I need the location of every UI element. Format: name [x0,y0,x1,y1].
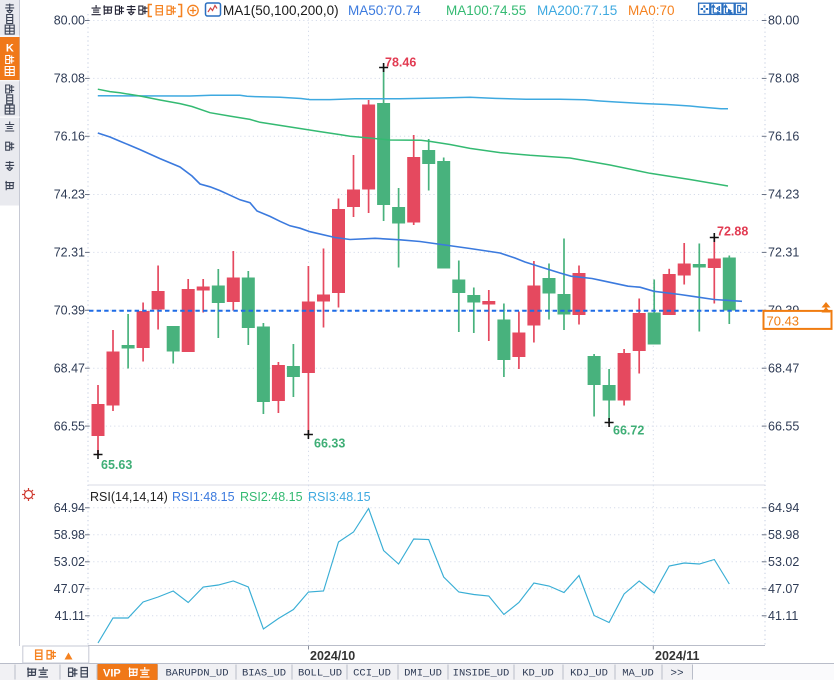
svg-text:CCI_UD: CCI_UD [353,668,391,680]
svg-text:KDJ_UD: KDJ_UD [570,668,608,680]
svg-text:78.46: 78.46 [385,56,416,70]
svg-text:53.02: 53.02 [768,555,799,569]
svg-text:72.88: 72.88 [717,225,748,239]
svg-text:66.55: 66.55 [768,419,799,433]
svg-text:KD_UD: KD_UD [522,668,554,680]
svg-text:DMI_UD: DMI_UD [404,668,442,680]
svg-text:72.31: 72.31 [54,246,85,260]
svg-text:41.11: 41.11 [768,609,798,623]
svg-text:65.63: 65.63 [101,458,132,472]
svg-text:BOLL_UD: BOLL_UD [298,668,342,680]
svg-text:64.94: 64.94 [54,501,85,515]
svg-text:RSI3:48.15: RSI3:48.15 [308,490,371,504]
svg-text:K: K [6,43,14,55]
svg-text:78.08: 78.08 [768,72,799,86]
svg-text:47.07: 47.07 [768,582,799,596]
svg-text:MA1(50,100,200,0): MA1(50,100,200,0) [223,3,339,18]
svg-text:80.00: 80.00 [768,14,799,28]
svg-text:80.00: 80.00 [54,14,85,28]
svg-text:MA0:70: MA0:70 [628,3,675,18]
svg-text:74.23: 74.23 [768,188,799,202]
svg-text:74.23: 74.23 [54,188,85,202]
svg-text:BARUPDN_UD: BARUPDN_UD [165,668,228,680]
svg-text:68.47: 68.47 [768,361,799,375]
svg-text:70.43: 70.43 [767,313,800,328]
svg-text:58.98: 58.98 [768,528,799,542]
svg-text:MA200:77.15: MA200:77.15 [537,3,617,18]
svg-text:76.16: 76.16 [54,130,85,144]
svg-text:RSI1:48.15: RSI1:48.15 [172,490,235,504]
svg-text:66.33: 66.33 [314,437,345,451]
svg-text:VIP: VIP [103,668,121,680]
svg-text:>>: >> [670,668,683,680]
svg-text:68.47: 68.47 [54,361,85,375]
svg-text:76.16: 76.16 [768,130,799,144]
svg-text:58.98: 58.98 [54,528,85,542]
svg-text:41.11: 41.11 [55,609,85,623]
svg-text:66.72: 66.72 [613,424,644,438]
svg-text:66.55: 66.55 [54,419,85,433]
svg-text:72.31: 72.31 [768,246,799,260]
svg-text:2024/11: 2024/11 [655,649,700,663]
svg-text:47.07: 47.07 [54,582,85,596]
svg-text:MA_UD: MA_UD [622,668,654,680]
svg-text:BIAS_UD: BIAS_UD [242,668,286,680]
svg-text:MA50:70.74: MA50:70.74 [348,3,421,18]
svg-text:INSIDE_UD: INSIDE_UD [453,668,510,680]
svg-text:RSI2:48.15: RSI2:48.15 [240,490,303,504]
svg-text:64.94: 64.94 [768,501,799,515]
svg-text:53.02: 53.02 [54,555,85,569]
svg-text:78.08: 78.08 [54,72,85,86]
svg-text:MA100:74.55: MA100:74.55 [446,3,526,18]
svg-text:2024/10: 2024/10 [310,649,355,663]
svg-text:70.39: 70.39 [54,304,85,318]
svg-text:RSI(14,14,14): RSI(14,14,14) [90,490,168,504]
